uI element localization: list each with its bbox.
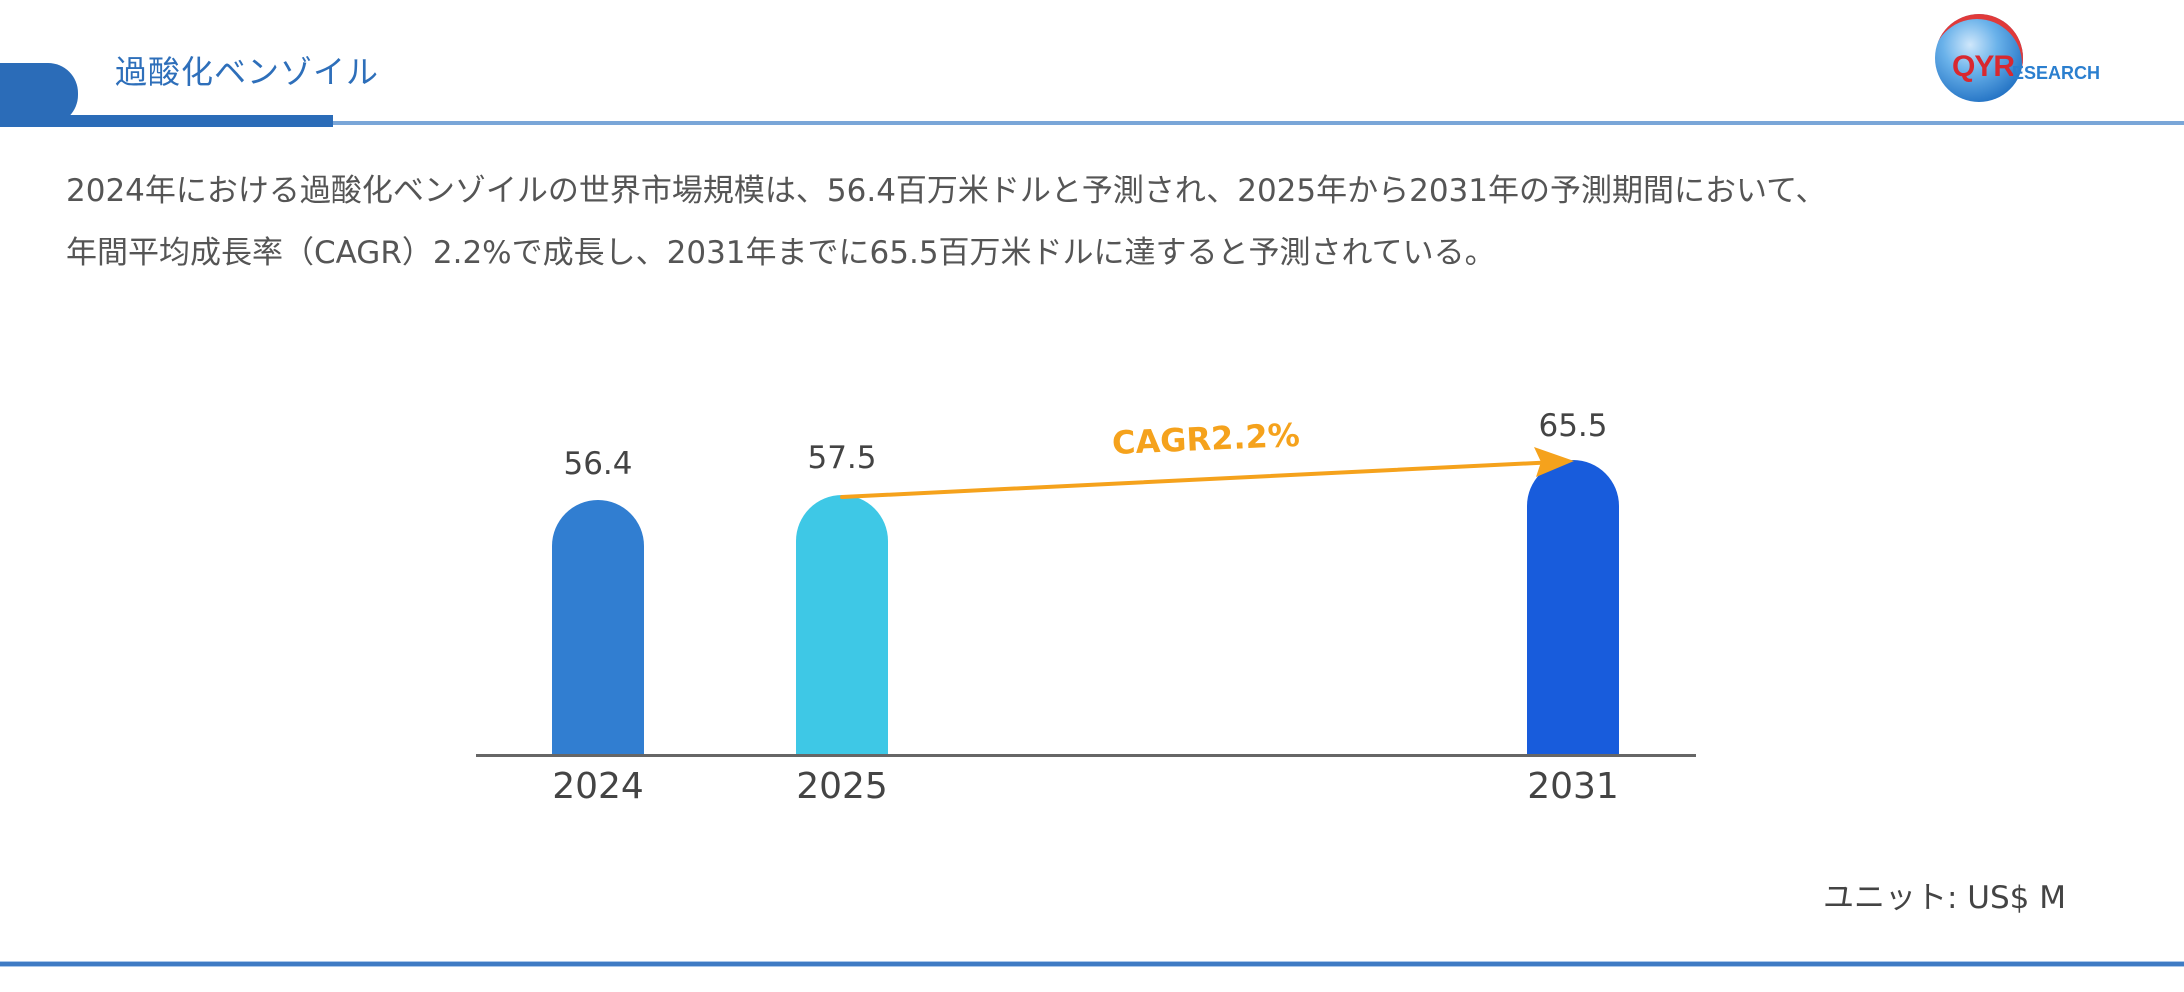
summary-line-2: 年間平均成長率（CAGR）2.2%で成長し、2031年までに65.5百万米ドルに… [66, 235, 1496, 271]
value-label-2025: 57.5 [807, 440, 877, 476]
bar-2024 [552, 500, 644, 755]
x-tick-2024: 2024 [552, 766, 644, 807]
bar-2025 [796, 495, 888, 755]
market-summary: 2024年における過酸化ベンゾイルの世界市場規模は、56.4百万米ドルと予測され… [66, 160, 2146, 284]
value-label-2031: 65.5 [1538, 408, 1608, 444]
unit-label: ユニット: US$ M [1823, 880, 2066, 916]
header-divider [333, 121, 2184, 125]
footer-divider [0, 962, 2184, 966]
x-axis-line [476, 754, 1696, 757]
qyresearch-logo: QYR ESEARCH [1930, 12, 2130, 107]
logo-text: ESEARCH [2012, 63, 2101, 83]
x-tick-2031: 2031 [1527, 766, 1619, 807]
page-title: 過酸化ベンゾイル [115, 53, 380, 91]
header-tab-decoration [0, 63, 78, 125]
value-label-2024: 56.4 [563, 446, 633, 482]
header-accent-bar [0, 115, 333, 127]
x-tick-2025: 2025 [796, 766, 888, 807]
bar-2031 [1527, 460, 1619, 755]
logo-mark: QYR [1952, 50, 2015, 83]
summary-line-1: 2024年における過酸化ベンゾイルの世界市場規模は、56.4百万米ドルと予測され… [66, 173, 1827, 209]
globe-icon [1935, 14, 2023, 102]
